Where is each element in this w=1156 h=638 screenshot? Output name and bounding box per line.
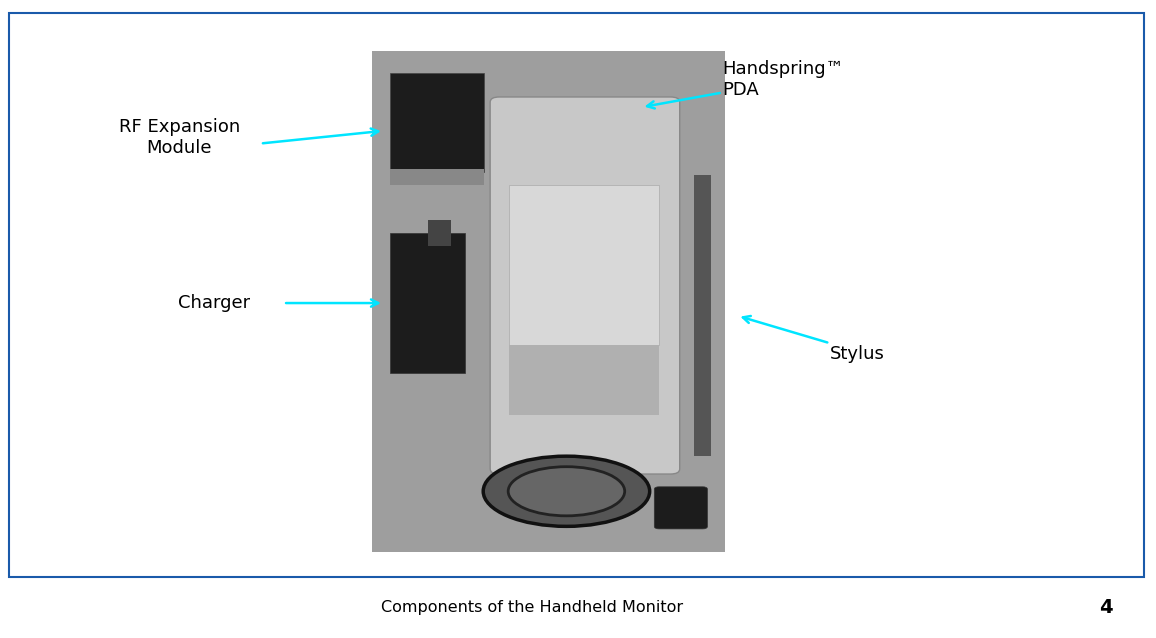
Bar <box>694 175 711 456</box>
Text: Components of the Handheld Monitor: Components of the Handheld Monitor <box>380 600 683 615</box>
Bar <box>390 233 465 373</box>
Text: Handspring™
PDA: Handspring™ PDA <box>722 61 844 99</box>
Bar <box>390 73 484 172</box>
Text: 4: 4 <box>1099 598 1113 617</box>
Text: Charger: Charger <box>178 294 250 312</box>
Text: RF Expansion
Module: RF Expansion Module <box>119 118 239 156</box>
Bar <box>9 13 1144 577</box>
Bar <box>428 220 451 246</box>
Bar <box>509 345 659 415</box>
FancyBboxPatch shape <box>654 487 707 529</box>
Bar <box>390 169 484 185</box>
Ellipse shape <box>483 456 650 526</box>
Bar <box>372 51 725 552</box>
FancyBboxPatch shape <box>490 97 680 474</box>
Bar <box>509 185 659 345</box>
Ellipse shape <box>509 467 624 516</box>
Text: Stylus: Stylus <box>830 345 884 363</box>
